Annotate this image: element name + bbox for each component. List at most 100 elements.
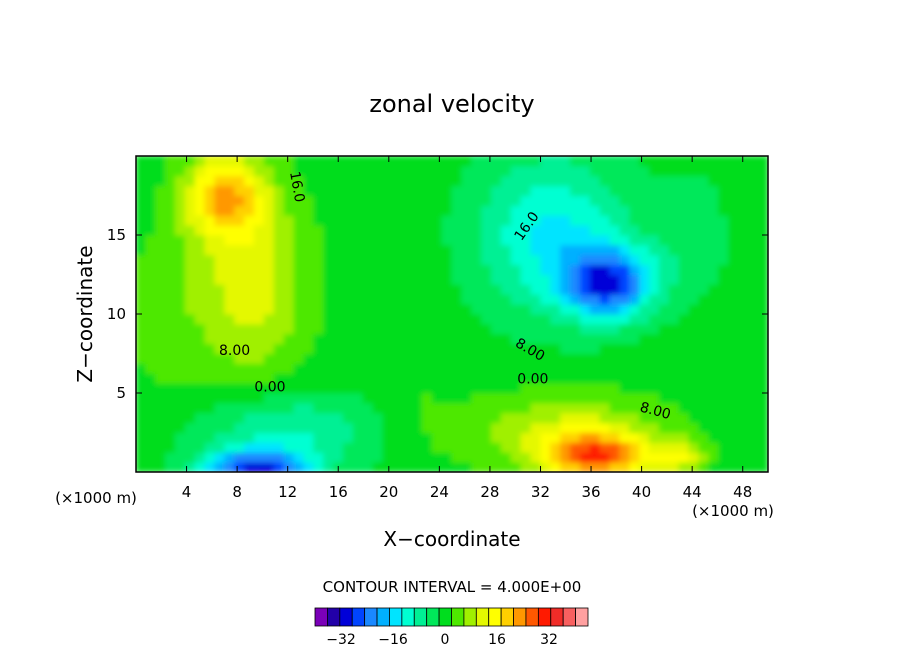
colorbar-swatch bbox=[500, 607, 514, 627]
field-cell bbox=[550, 392, 562, 404]
colorbar-swatch bbox=[413, 607, 428, 627]
field-cell bbox=[372, 402, 384, 414]
field-cell bbox=[649, 313, 660, 325]
field-cell bbox=[461, 185, 473, 196]
field-cell bbox=[362, 293, 374, 305]
field-cell bbox=[273, 303, 285, 315]
field-cell bbox=[333, 451, 344, 463]
colorbar-swatch bbox=[463, 607, 477, 627]
field-cell bbox=[698, 441, 710, 453]
field-cell bbox=[491, 224, 502, 236]
field-cell bbox=[175, 432, 186, 443]
field-cell bbox=[481, 204, 492, 216]
field-cell bbox=[451, 353, 463, 364]
field-cell bbox=[352, 185, 364, 196]
field-cell bbox=[668, 333, 680, 345]
field-cell bbox=[757, 372, 768, 384]
field-cell bbox=[510, 353, 522, 364]
field-cell bbox=[629, 343, 641, 354]
field-cell bbox=[175, 412, 186, 424]
field-cell bbox=[244, 175, 255, 187]
field-cell bbox=[678, 175, 690, 187]
field-cell bbox=[570, 412, 581, 424]
field-cell bbox=[658, 372, 670, 384]
field-cell bbox=[303, 234, 315, 246]
field-cell bbox=[145, 195, 157, 206]
field-cell bbox=[273, 244, 285, 256]
field-cell bbox=[165, 412, 176, 424]
field-cell bbox=[165, 234, 176, 246]
field-cell bbox=[698, 195, 710, 206]
colorbar-swatch bbox=[339, 607, 353, 627]
field-cell bbox=[728, 244, 739, 256]
field-cell bbox=[737, 461, 749, 472]
field-cell bbox=[718, 283, 729, 295]
field-cell bbox=[540, 362, 552, 374]
field-cell bbox=[688, 244, 700, 256]
field-cell bbox=[431, 254, 443, 266]
field-cell bbox=[421, 195, 433, 206]
field-cell bbox=[342, 293, 354, 305]
field-cell bbox=[234, 274, 246, 285]
field-cell bbox=[194, 156, 206, 167]
field-cell bbox=[184, 293, 196, 305]
field-cell bbox=[165, 204, 176, 216]
field-cell bbox=[234, 432, 246, 443]
field-cell bbox=[737, 303, 749, 315]
field-cell bbox=[313, 244, 325, 256]
field-cell bbox=[649, 333, 660, 345]
field-cell bbox=[609, 362, 621, 374]
field-cell bbox=[718, 333, 729, 345]
field-cell bbox=[362, 323, 374, 335]
field-cell bbox=[599, 254, 611, 266]
field-cell bbox=[589, 283, 601, 295]
field-cell bbox=[412, 214, 423, 226]
field-cell bbox=[530, 195, 542, 206]
field-cell bbox=[579, 283, 591, 295]
field-cell bbox=[165, 264, 176, 275]
field-cell bbox=[372, 156, 384, 167]
x-unit-left: (×1000 m) bbox=[55, 489, 137, 507]
field-cell bbox=[283, 382, 295, 394]
field-cell bbox=[214, 224, 226, 236]
field-cell bbox=[441, 451, 453, 463]
field-cell bbox=[530, 362, 542, 374]
field-cell bbox=[550, 343, 562, 354]
field-cell bbox=[737, 343, 749, 354]
field-cell bbox=[510, 185, 522, 196]
field-cell bbox=[145, 392, 157, 404]
field-cell bbox=[500, 204, 512, 216]
field-cell bbox=[747, 313, 759, 325]
field-cell bbox=[609, 451, 621, 463]
field-cell bbox=[431, 422, 443, 433]
field-cell bbox=[728, 234, 739, 246]
field-cell bbox=[500, 392, 512, 404]
field-cell bbox=[412, 293, 423, 305]
field-cell bbox=[589, 303, 601, 315]
field-cell bbox=[342, 274, 354, 285]
field-cell bbox=[570, 362, 581, 374]
field-cell bbox=[273, 214, 285, 226]
field-cell bbox=[471, 343, 483, 354]
field-cell bbox=[560, 224, 571, 236]
field-cell bbox=[194, 204, 206, 216]
field-cell bbox=[570, 254, 581, 266]
field-cell bbox=[244, 402, 255, 414]
field-cell bbox=[639, 264, 650, 275]
field-cell bbox=[728, 165, 739, 177]
field-cell bbox=[136, 323, 147, 335]
field-cell bbox=[194, 422, 206, 433]
field-cell bbox=[175, 422, 186, 433]
field-cell bbox=[520, 313, 532, 325]
field-cell bbox=[491, 244, 502, 256]
field-cell bbox=[728, 204, 739, 216]
field-cell bbox=[402, 412, 413, 424]
field-cell bbox=[254, 244, 265, 256]
field-cell bbox=[224, 165, 236, 177]
field-cell bbox=[214, 274, 226, 285]
field-cell bbox=[402, 224, 413, 236]
field-cell bbox=[234, 461, 246, 472]
field-cell bbox=[303, 214, 315, 226]
field-cell bbox=[520, 195, 532, 206]
field-cell bbox=[342, 333, 354, 345]
